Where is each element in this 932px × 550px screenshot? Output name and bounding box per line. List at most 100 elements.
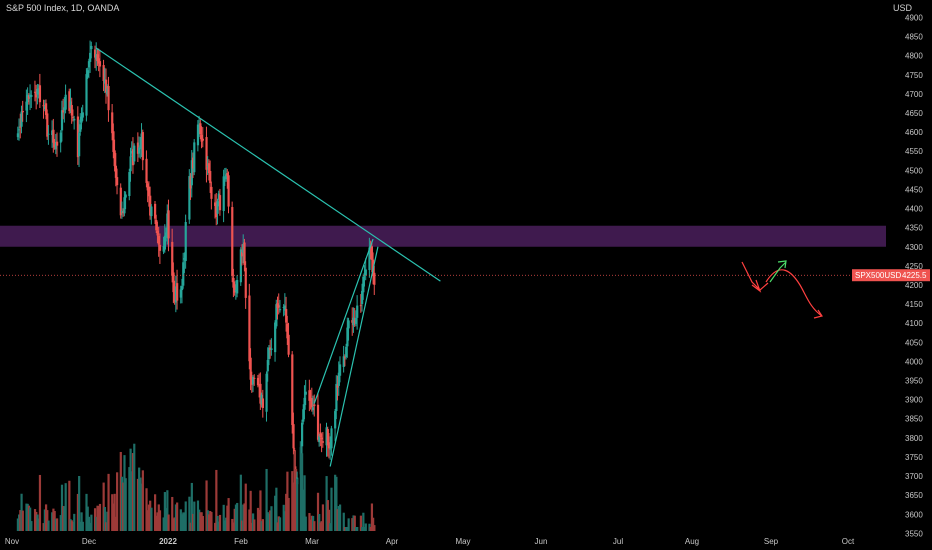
- volume-bar: [287, 497, 290, 531]
- chart-title: S&P 500 Index, 1D, OANDA: [6, 3, 120, 13]
- candle-body: [250, 377, 253, 385]
- candle-body: [223, 176, 227, 178]
- candle-body: [240, 252, 244, 257]
- candle-body: [86, 70, 89, 77]
- y-tick-label: 3850: [905, 415, 923, 424]
- volume-bar: [162, 517, 165, 531]
- volume-bar: [122, 482, 125, 531]
- candle-body: [269, 347, 272, 350]
- candle-body: [155, 219, 158, 231]
- candle-body: [352, 317, 355, 326]
- volume-bar: [111, 494, 114, 531]
- candle-body: [261, 398, 264, 408]
- candle-body: [215, 202, 218, 218]
- volume-bar: [336, 509, 339, 531]
- volume-bar: [303, 475, 306, 531]
- x-tick-label: Feb: [234, 537, 248, 546]
- candle-body: [122, 211, 125, 214]
- volume-bar: [179, 509, 182, 531]
- volume-bar: [226, 505, 229, 531]
- volume-bar: [29, 507, 32, 531]
- volume-bar: [158, 510, 162, 531]
- candle-body: [87, 61, 91, 68]
- candle-body: [343, 356, 347, 358]
- candle-body: [225, 174, 228, 180]
- volume-bar: [362, 512, 365, 531]
- volume-bar: [53, 510, 56, 531]
- volume-bar: [105, 522, 108, 531]
- candle-body: [274, 322, 277, 353]
- y-tick-label: 3650: [905, 491, 923, 500]
- candle-body: [76, 116, 80, 158]
- volume-bar: [25, 503, 28, 531]
- volume-bar: [198, 509, 201, 531]
- volume-bar: [93, 508, 97, 531]
- volume-bar: [345, 527, 348, 531]
- volume-bar: [128, 467, 131, 531]
- volume-bar: [266, 512, 269, 531]
- candle-body: [85, 74, 88, 116]
- candle-body: [30, 94, 33, 97]
- volume-bar: [131, 453, 135, 531]
- candle-body: [35, 91, 38, 98]
- candle-body: [286, 323, 289, 339]
- candle-body: [190, 160, 193, 186]
- volume-bar: [301, 453, 304, 531]
- x-tick-label: Apr: [386, 537, 399, 546]
- candle-body: [105, 79, 108, 93]
- x-tick-label: May: [455, 537, 470, 546]
- volume-bar: [313, 521, 316, 531]
- volume-bar: [54, 518, 57, 531]
- candle-body: [26, 94, 29, 103]
- candle-body: [275, 304, 278, 327]
- candle-body: [90, 45, 93, 50]
- candle-body: [71, 116, 75, 118]
- candle-body: [27, 95, 31, 99]
- candle-body: [218, 195, 222, 211]
- volume-bar: [157, 504, 160, 531]
- candle-body: [29, 94, 32, 98]
- candle-body: [93, 49, 97, 58]
- x-tick-label: Aug: [685, 537, 699, 546]
- candle-body: [97, 58, 100, 64]
- volume-bar: [227, 498, 230, 531]
- candle-body: [347, 320, 350, 329]
- candle-body: [346, 327, 349, 347]
- volume-bar: [46, 510, 49, 531]
- volume-bar: [293, 451, 296, 531]
- volume-bar: [359, 515, 362, 531]
- volume-bar: [120, 476, 124, 531]
- candle-body: [124, 194, 127, 198]
- candle-body: [136, 142, 140, 154]
- y-tick-label: 4800: [905, 52, 923, 61]
- volume-bar: [320, 521, 323, 531]
- volume-bar: [372, 517, 375, 531]
- candle-body: [234, 290, 238, 292]
- volume-bar: [138, 467, 141, 531]
- rising-channel-line: [329, 246, 379, 467]
- candle-body: [361, 290, 364, 304]
- volume-bar: [69, 519, 72, 531]
- y-tick-label: 4700: [905, 90, 923, 99]
- volume-bar: [253, 519, 256, 531]
- volume-bar: [261, 519, 264, 531]
- candle-body: [16, 133, 19, 138]
- x-tick-label: Dec: [82, 537, 96, 546]
- candle-body: [301, 422, 304, 447]
- candle-body: [60, 110, 64, 131]
- candle-body: [259, 383, 262, 404]
- candle-body: [252, 377, 255, 385]
- candle-body: [182, 262, 185, 286]
- candle-body: [56, 141, 59, 146]
- y-tick-label: 4850: [905, 33, 923, 42]
- candle-body: [217, 193, 220, 200]
- candle-body: [285, 309, 288, 323]
- resistance-zone: [0, 225, 886, 247]
- candle-body: [73, 118, 76, 121]
- volume-bar: [70, 520, 73, 531]
- volume-bar: [364, 523, 367, 531]
- last-price-tag-text: 4225.5: [902, 271, 927, 280]
- y-tick-label: 3800: [905, 434, 923, 443]
- volume-bar: [250, 522, 253, 531]
